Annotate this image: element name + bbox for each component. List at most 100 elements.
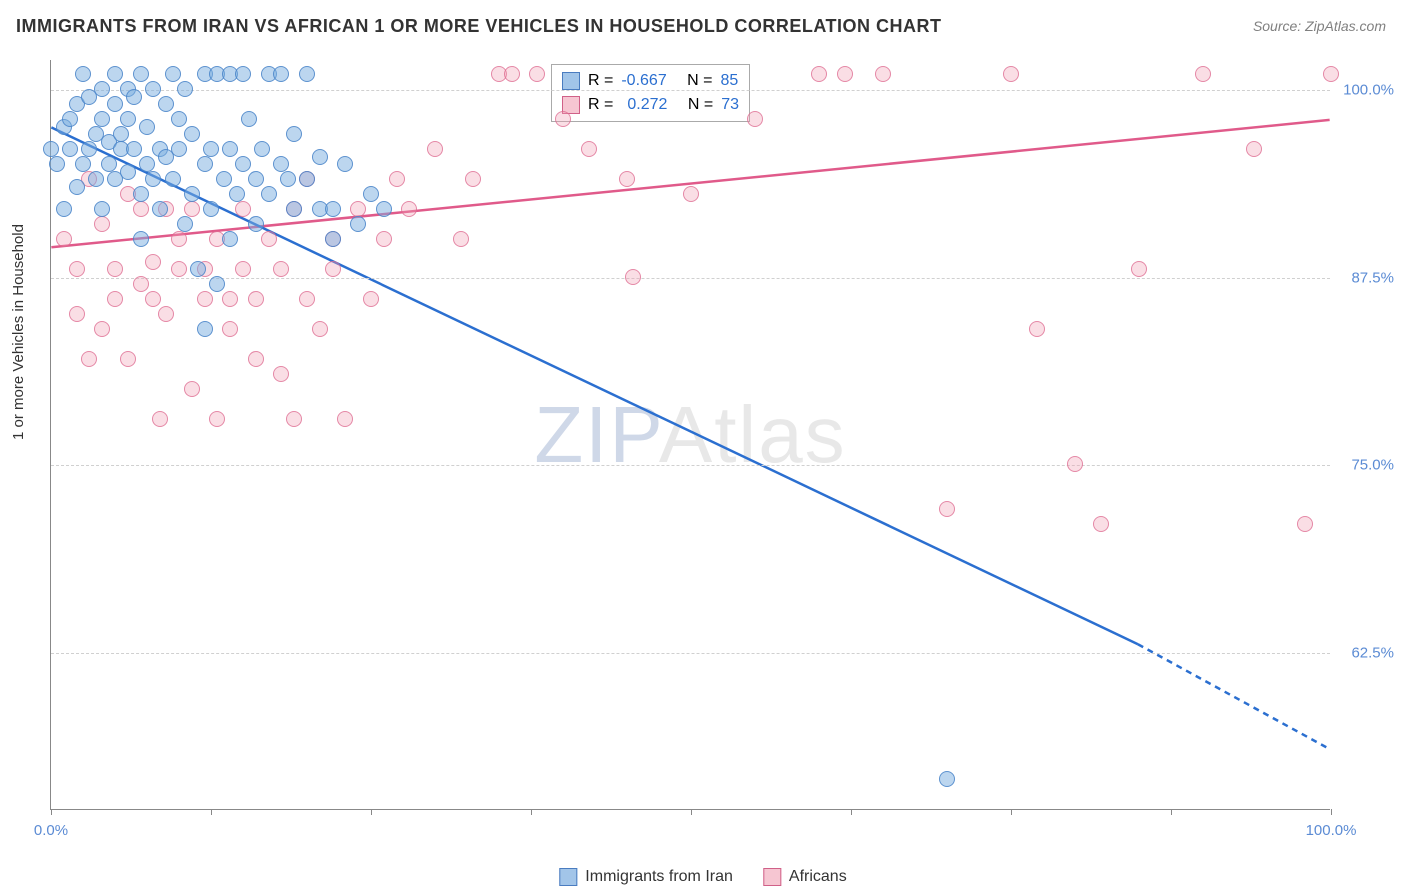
point-african <box>69 261 85 277</box>
point-african <box>273 261 289 277</box>
point-iran <box>75 156 91 172</box>
point-iran <box>139 156 155 172</box>
gridline-h <box>51 278 1330 279</box>
point-iran <box>101 156 117 172</box>
point-african <box>286 411 302 427</box>
point-african <box>56 231 72 247</box>
point-african <box>1131 261 1147 277</box>
point-iran <box>337 156 353 172</box>
point-iran <box>165 66 181 82</box>
point-iran <box>286 126 302 142</box>
trend-lines <box>51 60 1330 809</box>
point-african <box>427 141 443 157</box>
point-iran <box>139 119 155 135</box>
point-iran <box>152 201 168 217</box>
point-iran <box>94 111 110 127</box>
legend-label-african: Africans <box>789 868 847 886</box>
point-iran <box>203 141 219 157</box>
point-african <box>337 411 353 427</box>
point-african <box>1003 66 1019 82</box>
point-iran <box>216 171 232 187</box>
point-african <box>1067 456 1083 472</box>
y-tick-label: 75.0% <box>1351 457 1394 474</box>
point-african <box>145 254 161 270</box>
point-iran <box>184 126 200 142</box>
bottom-legend: Immigrants from Iran Africans <box>559 868 846 886</box>
point-iran <box>171 141 187 157</box>
point-african <box>184 381 200 397</box>
point-african <box>555 111 571 127</box>
point-african <box>350 201 366 217</box>
point-iran <box>299 171 315 187</box>
point-iran <box>113 126 129 142</box>
point-african <box>209 411 225 427</box>
point-african <box>401 201 417 217</box>
gridline-h <box>51 465 1330 466</box>
point-iran <box>62 141 78 157</box>
source-credit: Source: ZipAtlas.com <box>1253 18 1386 34</box>
point-iran <box>325 201 341 217</box>
point-iran <box>158 96 174 112</box>
x-tick <box>1171 809 1172 815</box>
point-african <box>69 306 85 322</box>
point-african <box>145 291 161 307</box>
point-iran <box>184 186 200 202</box>
point-african <box>1323 66 1339 82</box>
point-african <box>248 291 264 307</box>
point-iran <box>363 186 379 202</box>
r-label: R = <box>588 93 613 117</box>
point-iran <box>49 156 65 172</box>
point-african <box>1029 321 1045 337</box>
point-iran <box>107 66 123 82</box>
x-tick <box>1011 809 1012 815</box>
point-iran <box>203 201 219 217</box>
stats-row-african: R = 0.272 N = 73 <box>562 93 739 117</box>
r-value-african: 0.272 <box>627 93 667 117</box>
point-african <box>299 291 315 307</box>
point-african <box>1297 516 1313 532</box>
point-african <box>107 291 123 307</box>
y-tick-label: 87.5% <box>1351 269 1394 286</box>
point-iran <box>299 66 315 82</box>
point-african <box>107 261 123 277</box>
point-iran <box>94 201 110 217</box>
point-african <box>158 306 174 322</box>
point-iran <box>273 156 289 172</box>
point-african <box>222 291 238 307</box>
point-iran <box>261 186 277 202</box>
x-tick <box>1331 809 1332 815</box>
point-iran <box>56 201 72 217</box>
point-iran <box>235 156 251 172</box>
point-african <box>1195 66 1211 82</box>
swatch-african-icon <box>763 868 781 886</box>
point-african <box>197 291 213 307</box>
point-iran <box>197 156 213 172</box>
point-iran <box>43 141 59 157</box>
point-iran <box>171 111 187 127</box>
point-iran <box>81 141 97 157</box>
point-iran <box>241 111 257 127</box>
point-iran <box>120 111 136 127</box>
point-african <box>465 171 481 187</box>
point-iran <box>248 216 264 232</box>
y-tick-label: 100.0% <box>1343 82 1394 99</box>
point-african <box>222 321 238 337</box>
point-iran <box>62 111 78 127</box>
chart-title: IMMIGRANTS FROM IRAN VS AFRICAN 1 OR MOR… <box>16 16 942 37</box>
point-african <box>133 201 149 217</box>
point-african <box>248 351 264 367</box>
point-iran <box>235 66 251 82</box>
point-african <box>1093 516 1109 532</box>
point-iran <box>325 231 341 247</box>
point-african <box>747 111 763 127</box>
gridline-h <box>51 653 1330 654</box>
point-iran <box>248 171 264 187</box>
n-label: N = <box>688 93 713 117</box>
x-tick <box>211 809 212 815</box>
point-african <box>875 66 891 82</box>
point-iran <box>126 141 142 157</box>
point-african <box>94 216 110 232</box>
legend-item-african: Africans <box>763 868 847 886</box>
point-african <box>81 351 97 367</box>
n-value-african: 73 <box>721 93 739 117</box>
